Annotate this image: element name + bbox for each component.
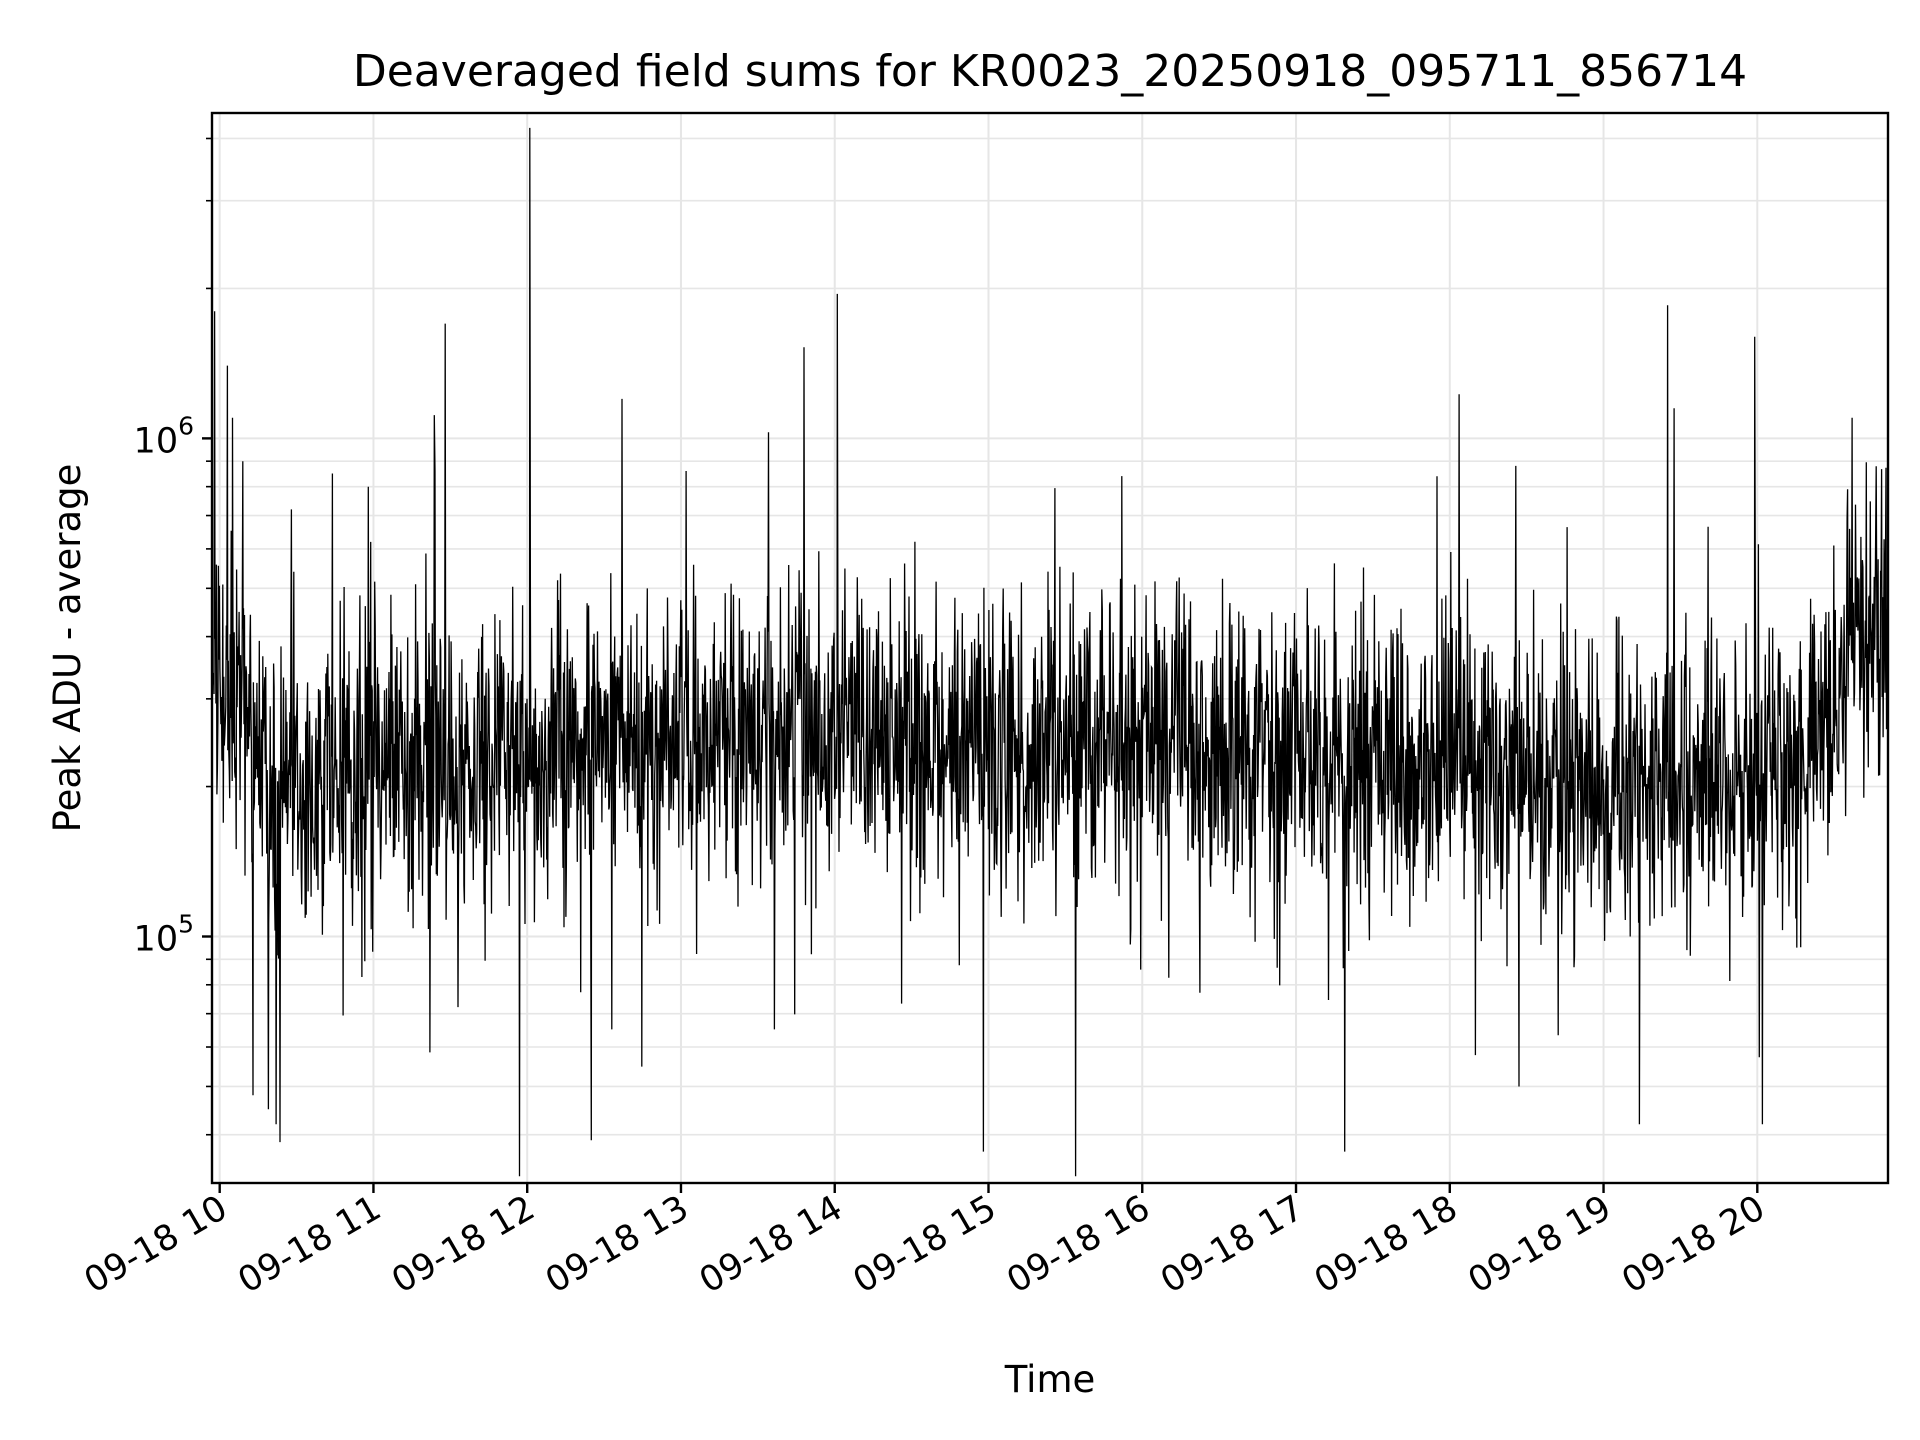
- y-tick-label: 105: [134, 910, 194, 960]
- series-line: [212, 127, 1888, 1177]
- y-tick-base: 10: [134, 920, 179, 960]
- plot-frame: [210, 111, 1890, 1185]
- y-tick-label: 106: [134, 411, 194, 461]
- y-tick-exponent: 5: [178, 910, 194, 939]
- y-tick-base: 10: [134, 421, 179, 461]
- chart-title: Deaveraged field sums for KR0023_2025091…: [353, 46, 1747, 97]
- x-axis-label: Time: [1004, 1358, 1096, 1401]
- grid: [212, 113, 1888, 1183]
- y-axis-label: Peak ADU - average: [46, 464, 89, 833]
- data-series: [212, 127, 1888, 1177]
- y-tick-exponent: 6: [178, 411, 194, 440]
